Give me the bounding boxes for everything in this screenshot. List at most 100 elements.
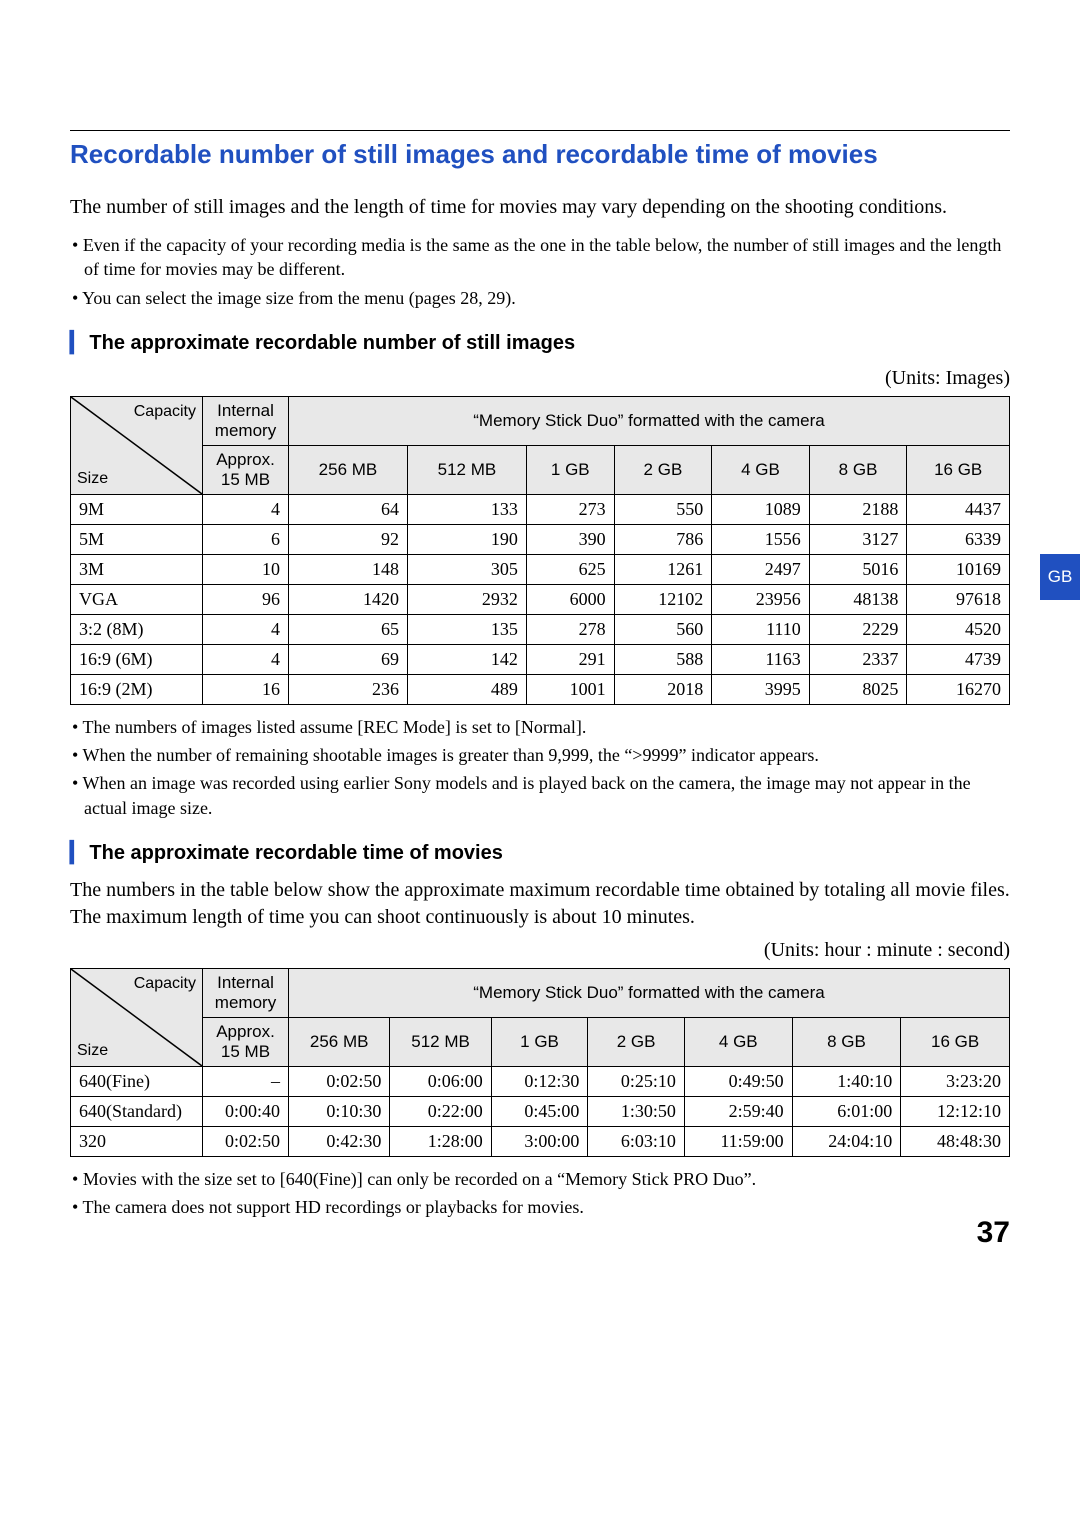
section-heading-movies: ▎The approximate recordable time of movi…: [70, 840, 1010, 865]
row-label: 640(Standard): [71, 1097, 203, 1127]
data-cell: 23956: [712, 584, 810, 614]
data-cell: 3:00:00: [491, 1127, 588, 1157]
data-cell: 135: [407, 614, 526, 644]
data-cell: 2932: [407, 584, 526, 614]
data-cell: 550: [614, 494, 712, 524]
data-cell: 5016: [809, 554, 907, 584]
data-cell: 2018: [614, 674, 712, 704]
table-row: 5M692190390786155631276339: [71, 524, 1010, 554]
row-label: 3M: [71, 554, 203, 584]
data-cell: 2229: [809, 614, 907, 644]
title-rule: [70, 130, 1010, 131]
data-cell: 12:12:10: [901, 1097, 1010, 1127]
table-row: 16:9 (6M)469142291588116323374739: [71, 644, 1010, 674]
data-cell: 48138: [809, 584, 907, 614]
data-cell: 2497: [712, 554, 810, 584]
data-cell: 6:01:00: [792, 1097, 901, 1127]
data-cell: 1163: [712, 644, 810, 674]
bullet-item: Even if the capacity of your recording m…: [70, 233, 1010, 282]
data-cell: 0:10:30: [289, 1097, 390, 1127]
top-bullets: Even if the capacity of your recording m…: [70, 233, 1010, 310]
data-cell: 0:06:00: [390, 1067, 491, 1097]
data-cell: 236: [289, 674, 408, 704]
data-cell: 278: [526, 614, 614, 644]
diag-size-label: Size: [77, 1042, 108, 1060]
data-cell: 0:49:50: [684, 1067, 792, 1097]
data-cell: 0:12:30: [491, 1067, 588, 1097]
col-header: 512 MB: [407, 445, 526, 494]
header-internal-memory: Internal memory: [203, 969, 289, 1018]
row-label: 16:9 (2M): [71, 674, 203, 704]
data-cell: 24:04:10: [792, 1127, 901, 1157]
diag-size-label: Size: [77, 470, 108, 488]
heading-bar-icon: ▎: [70, 332, 85, 354]
data-cell: 489: [407, 674, 526, 704]
col-header: Approx. 15 MB: [203, 1018, 289, 1067]
data-cell: 3127: [809, 524, 907, 554]
data-cell: 1556: [712, 524, 810, 554]
data-cell: 1089: [712, 494, 810, 524]
data-cell: 1:30:50: [588, 1097, 685, 1127]
data-cell: 305: [407, 554, 526, 584]
bullet-item: Movies with the size set to [640(Fine)] …: [70, 1167, 1010, 1191]
data-cell: 3:23:20: [901, 1067, 1010, 1097]
row-label: 3:2 (8M): [71, 614, 203, 644]
data-cell: 1261: [614, 554, 712, 584]
units-label: (Units: hour : minute : second): [70, 939, 1010, 962]
data-cell: 0:42:30: [289, 1127, 390, 1157]
col-header: 2 GB: [614, 445, 712, 494]
data-cell: 6: [203, 524, 289, 554]
section-heading-text: The approximate recordable number of sti…: [89, 332, 575, 354]
section-heading-text: The approximate recordable time of movie…: [89, 842, 502, 864]
table-row: 640(Fine)–0:02:500:06:000:12:300:25:100:…: [71, 1067, 1010, 1097]
data-cell: 588: [614, 644, 712, 674]
data-cell: 0:22:00: [390, 1097, 491, 1127]
data-cell: 560: [614, 614, 712, 644]
data-cell: 97618: [907, 584, 1010, 614]
table-row: 3:2 (8M)465135278560111022294520: [71, 614, 1010, 644]
table-row: 16:9 (2M)16236489100120183995802516270: [71, 674, 1010, 704]
row-label: 16:9 (6M): [71, 644, 203, 674]
data-cell: 0:25:10: [588, 1067, 685, 1097]
intro-text: The number of still images and the lengt…: [70, 194, 1010, 221]
col-header: Approx. 15 MB: [203, 445, 289, 494]
data-cell: 142: [407, 644, 526, 674]
data-cell: 0:45:00: [491, 1097, 588, 1127]
diag-header-cell: Capacity Size: [71, 396, 203, 494]
col-header: 4 GB: [712, 445, 810, 494]
diag-header-cell: Capacity Size: [71, 969, 203, 1067]
bullet-item: The numbers of images listed assume [REC…: [70, 715, 1010, 739]
data-cell: 786: [614, 524, 712, 554]
data-cell: 65: [289, 614, 408, 644]
diag-capacity-label: Capacity: [134, 403, 196, 421]
col-header: 256 MB: [289, 1018, 390, 1067]
row-label: 9M: [71, 494, 203, 524]
units-label: (Units: Images): [70, 367, 1010, 390]
col-header: 256 MB: [289, 445, 408, 494]
movies-body-text: The numbers in the table below show the …: [70, 877, 1010, 931]
bullet-item: You can select the image size from the m…: [70, 286, 1010, 310]
col-header: 8 GB: [792, 1018, 901, 1067]
data-cell: 0:02:50: [203, 1127, 289, 1157]
data-cell: 4: [203, 644, 289, 674]
heading-bar-icon: ▎: [70, 842, 85, 864]
side-tab-gb: GB: [1040, 554, 1080, 600]
data-cell: 625: [526, 554, 614, 584]
col-header: 1 GB: [491, 1018, 588, 1067]
header-memory-stick: “Memory Stick Duo” formatted with the ca…: [289, 969, 1010, 1018]
header-internal-memory: Internal memory: [203, 396, 289, 445]
movies-notes: Movies with the size set to [640(Fine)] …: [70, 1167, 1010, 1220]
data-cell: 1:28:00: [390, 1127, 491, 1157]
data-cell: 4: [203, 494, 289, 524]
data-cell: 16: [203, 674, 289, 704]
col-header: 2 GB: [588, 1018, 685, 1067]
row-label: 320: [71, 1127, 203, 1157]
data-cell: 10169: [907, 554, 1010, 584]
data-cell: 11:59:00: [684, 1127, 792, 1157]
col-header: 4 GB: [684, 1018, 792, 1067]
col-header: 8 GB: [809, 445, 907, 494]
table-row: 3M1014830562512612497501610169: [71, 554, 1010, 584]
data-cell: 96: [203, 584, 289, 614]
data-cell: 48:48:30: [901, 1127, 1010, 1157]
still-images-notes: The numbers of images listed assume [REC…: [70, 715, 1010, 820]
